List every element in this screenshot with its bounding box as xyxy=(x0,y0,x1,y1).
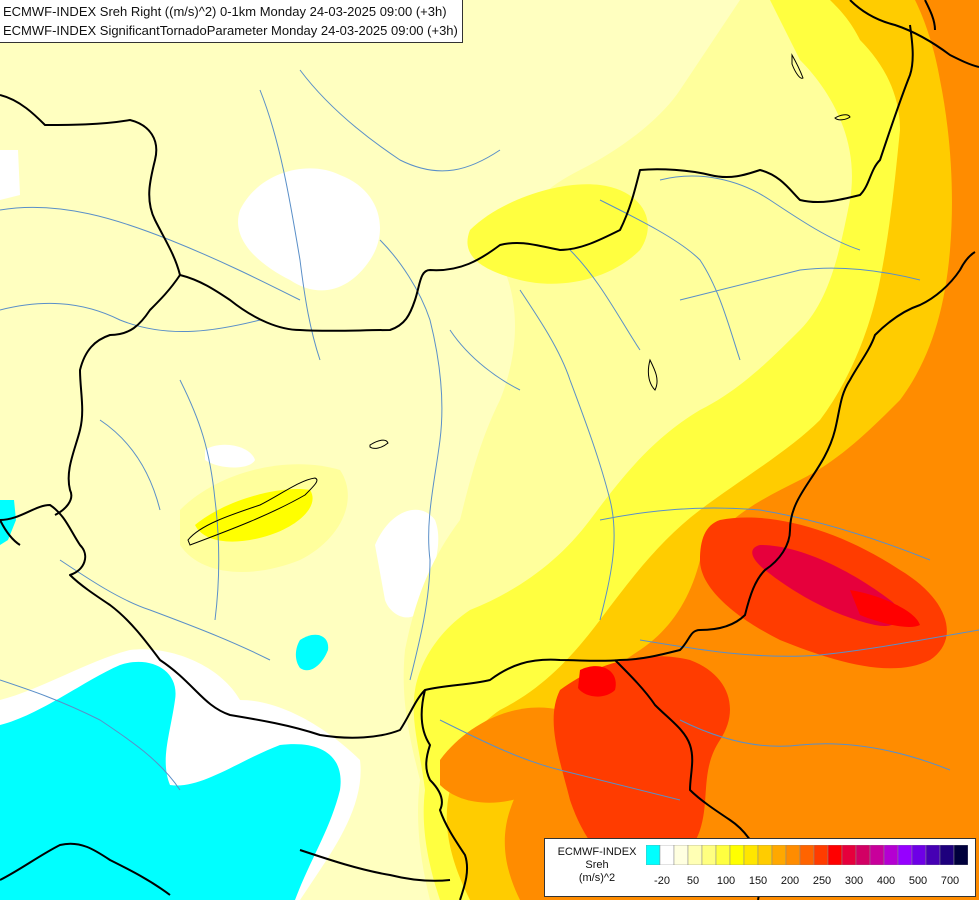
legend-swatch xyxy=(813,845,829,865)
field-orange-south-lobe xyxy=(440,707,571,803)
legend-label: 100 xyxy=(716,875,736,887)
legend-model: ECMWF-INDEX xyxy=(557,846,637,858)
legend-label: 300 xyxy=(844,875,864,887)
legend-swatch xyxy=(785,845,801,865)
legend-label: 500 xyxy=(908,875,928,887)
field-low-white-north xyxy=(238,168,380,291)
legend-unit: (m/s)^2 xyxy=(578,872,616,884)
legend-swatch xyxy=(897,845,913,865)
legend-swatch xyxy=(646,845,661,865)
legend-swatch xyxy=(939,845,955,865)
legend-swatch xyxy=(687,845,703,865)
map-title-line-1: ECMWF-INDEX Sreh Right ((m/s)^2) 0-1km M… xyxy=(3,4,447,19)
map-title-line-2: ECMWF-INDEX SignificantTornadoParameter … xyxy=(3,23,458,38)
legend-label: -20 xyxy=(654,875,670,887)
field-low-white-nw xyxy=(0,150,20,200)
field-red-maximum-ring xyxy=(850,590,920,627)
legend-swatch xyxy=(715,845,731,865)
field-low-cyan-small xyxy=(295,634,329,671)
legend-swatch xyxy=(757,845,773,865)
legend-swatch xyxy=(841,845,857,865)
legend-swatch xyxy=(883,845,899,865)
legend-label: 400 xyxy=(876,875,896,887)
legend-swatch xyxy=(953,845,968,865)
legend-swatch xyxy=(659,845,675,865)
color-scale-legend: ECMWF-INDEX Sreh (m/s)^2 -20 50 100 150 200 2… xyxy=(544,838,976,897)
legend-color-bar xyxy=(646,845,968,865)
field-low-white-center xyxy=(205,444,255,468)
field-red-orange-nw-spot xyxy=(578,666,616,697)
legend-swatch xyxy=(799,845,815,865)
legend-label: 150 xyxy=(748,875,768,887)
legend-swatch xyxy=(855,845,871,865)
legend-swatch xyxy=(771,845,787,865)
field-low-cyan-sw xyxy=(0,661,341,900)
rivers xyxy=(0,69,979,861)
legend-label: 700 xyxy=(940,875,960,887)
legend-label: 50 xyxy=(686,875,700,887)
legend-swatch xyxy=(673,845,689,865)
legend-parameter: Sreh xyxy=(585,859,609,871)
map-title-box: ECMWF-INDEX Sreh Right ((m/s)^2) 0-1km M… xyxy=(0,0,463,43)
field-red-orange-core xyxy=(553,656,730,876)
field-low-cyan-west-edge xyxy=(0,500,16,545)
legend-swatch xyxy=(701,845,717,865)
legend-swatch xyxy=(925,845,941,865)
legend-swatch xyxy=(911,845,927,865)
legend-label: 250 xyxy=(812,875,832,887)
field-yellow-north-lobe xyxy=(467,184,648,284)
lakes xyxy=(187,53,851,546)
legend-title: ECMWF-INDEX Sreh (m/s)^2 xyxy=(549,846,645,885)
legend-swatch xyxy=(869,845,885,865)
field-yellow-west-lobe xyxy=(195,489,313,542)
legend-labels: -20 50 100 150 200 250 300 400 500 700 xyxy=(646,875,976,889)
legend-swatch xyxy=(827,845,843,865)
legend-swatch xyxy=(729,845,745,865)
legend-swatch xyxy=(743,845,759,865)
legend-label: 200 xyxy=(780,875,800,887)
